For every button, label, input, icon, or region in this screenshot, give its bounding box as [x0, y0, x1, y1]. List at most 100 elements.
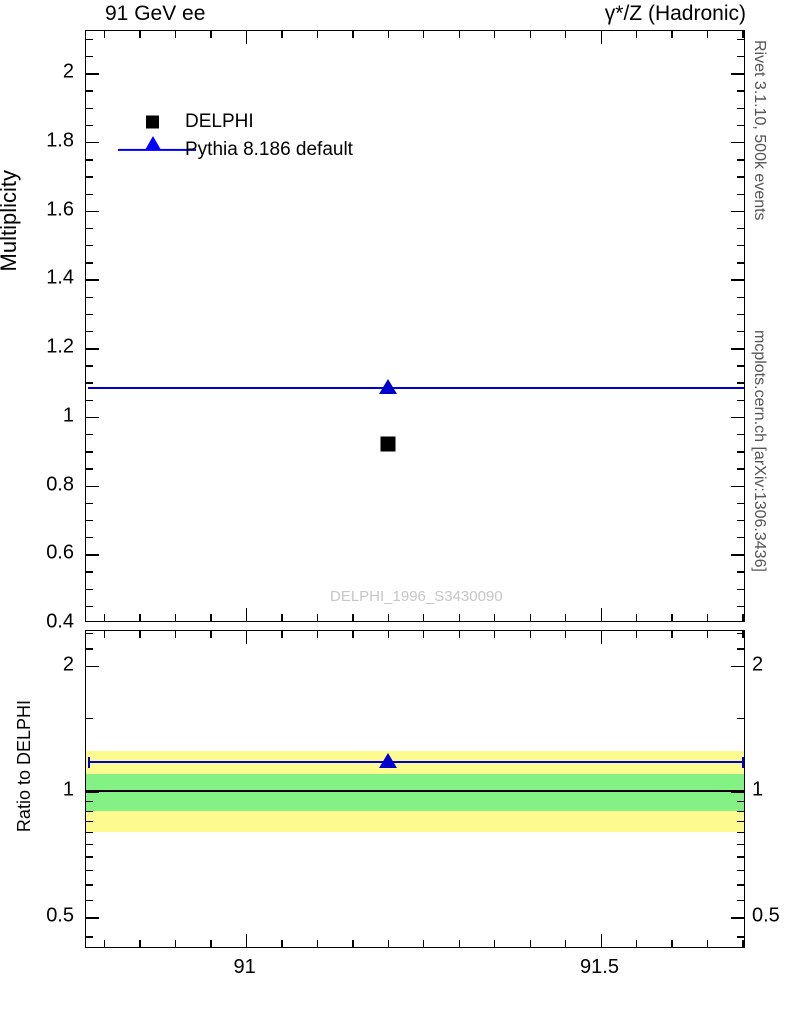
main-y-tick-right: [737, 519, 744, 522]
main-y-tick-left: [86, 468, 93, 470]
main-y-tick-left: [86, 519, 93, 522]
ratio-line-end-right: [742, 756, 744, 768]
main-y-tick-left: [86, 279, 99, 281]
main-y-tick-right: [731, 485, 744, 487]
main-y-tick-left: [86, 416, 99, 419]
main-x-tick-top: [316, 31, 319, 38]
main-y-tick-left: [86, 451, 93, 453]
ratio-y-tick-right: [737, 884, 744, 886]
main-y-tick-left: [86, 193, 93, 195]
ratio-y-tick-left: [86, 810, 93, 812]
ratio-x-tick-top: [387, 631, 389, 638]
ratio-y-tick-label-right: 1: [752, 778, 764, 801]
ratio-y-tick-right: [737, 810, 744, 812]
ratio-x-tick-bottom: [245, 934, 248, 947]
main-x-tick-bottom: [281, 614, 283, 621]
ratio-y-tick-left: [86, 820, 93, 823]
legend-square-marker-icon: [146, 115, 159, 129]
main-y-tick-right: [737, 245, 744, 247]
main-y-tick-left: [86, 485, 99, 487]
main-x-tick-top: [423, 31, 425, 38]
main-y-tick-label: 2: [62, 60, 74, 83]
main-x-tick-bottom: [139, 614, 141, 621]
main-y-tick-left: [86, 330, 93, 333]
main-y-tick-left: [86, 90, 93, 92]
main-y-tick-label: 1.6: [46, 198, 74, 221]
main-x-tick-top: [636, 31, 638, 38]
main-y-tick-right: [737, 451, 744, 453]
ratio-line-end-left: [88, 756, 90, 768]
main-y-tick-label: 0.8: [46, 473, 74, 496]
main-x-tick-bottom: [742, 614, 744, 621]
ratio-y-tick-left: [86, 791, 99, 793]
main-y-tick-left: [86, 176, 93, 178]
ratio-y-tick-right: [737, 856, 744, 858]
ratio-y-tick-right: [737, 820, 744, 823]
main-y-tick-right: [737, 434, 744, 436]
main-x-tick-bottom: [174, 614, 177, 621]
main-y-tick-right: [737, 502, 744, 505]
main-y-tick-left: [86, 159, 93, 161]
main-y-tick-label: 1.2: [46, 335, 74, 358]
main-x-tick-top: [565, 31, 567, 38]
ratio-x-tick-bottom: [458, 940, 460, 947]
ratio-x-tick-top: [316, 631, 319, 638]
main-x-tick-top: [174, 31, 177, 38]
ratio-x-tick-bottom: [636, 940, 638, 947]
main-x-tick-bottom: [103, 614, 106, 621]
ratio-y-tick-right: [737, 632, 744, 634]
main-x-tick-top: [706, 31, 709, 38]
analysis-watermark: DELPHI_1996_S3430090: [330, 588, 503, 605]
main-y-tick-left: [86, 141, 99, 144]
ratio-x-tick-top: [423, 631, 425, 638]
main-y-tick-right: [737, 159, 744, 161]
ratio-y-tick-right: [737, 831, 744, 834]
ratio-y-tick-left: [86, 665, 99, 667]
ratio-x-tick-top: [636, 631, 638, 638]
main-y-tick-right: [737, 262, 744, 264]
ratio-y-tick-left: [86, 843, 93, 846]
main-y-tick-right: [737, 330, 744, 333]
main-y-tick-label: 1.4: [46, 266, 74, 289]
main-y-tick-right: [737, 56, 744, 58]
ratio-x-tick-bottom: [387, 940, 389, 947]
main-x-tick-top: [742, 31, 744, 38]
main-x-tick-top: [352, 31, 354, 38]
main-y-tick-label: 0.6: [46, 541, 74, 564]
ratio-y-axis-title: Ratio to DELPHI: [14, 700, 34, 833]
ratio-y-tick-left: [86, 900, 93, 902]
main-y-tick-left: [86, 73, 99, 75]
ratio-x-tick-bottom: [671, 940, 673, 947]
main-y-tick-left: [86, 296, 93, 298]
ratio-x-tick-bottom: [565, 940, 567, 947]
ratio-x-tick-bottom: [706, 940, 709, 947]
main-y-tick-left: [86, 210, 99, 213]
ratio-x-tick-top: [458, 631, 460, 638]
main-y-tick-left: [86, 107, 93, 109]
ratio-x-tick-top: [494, 631, 496, 638]
main-y-tick-left: [86, 56, 93, 58]
ratio-band-inner: [86, 774, 744, 811]
ratio-x-tick-bottom: [210, 940, 212, 947]
ratio-x-tick-top: [706, 631, 709, 638]
main-y-tick-left: [86, 348, 99, 350]
main-y-tick-right: [737, 227, 744, 230]
ratio-x-tick-bottom: [281, 940, 283, 947]
ratio-x-tick-bottom: [103, 940, 106, 947]
main-y-tick-right: [737, 588, 744, 591]
ratio-reference-line: [86, 790, 744, 793]
main-y-tick-left: [86, 124, 93, 127]
main-plot-panel: [85, 30, 745, 622]
ratio-y-tick-right: [737, 648, 744, 650]
caption-mcplots-ref: mcplots.cern.ch [arXiv:1306.3436]: [751, 330, 768, 572]
main-y-tick-right: [731, 141, 744, 144]
ratio-y-tick-right: [737, 936, 744, 938]
main-y-tick-right: [737, 38, 744, 41]
main-y-tick-left: [86, 382, 93, 384]
ratio-y-tick-right: [737, 717, 744, 720]
main-y-tick-right: [737, 193, 744, 195]
ratio-plot-panel: [85, 630, 745, 948]
main-x-tick-bottom: [671, 614, 673, 621]
legend-line-marker-icon: [118, 148, 196, 152]
ratio-plot-area: [86, 631, 744, 947]
